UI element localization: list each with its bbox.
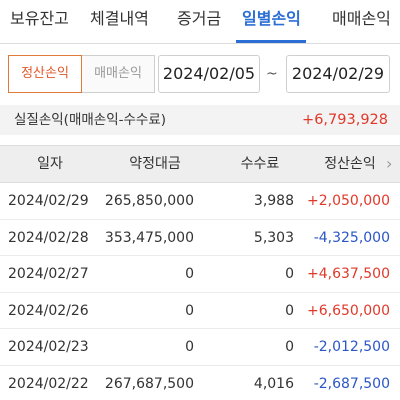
cell-pl: -2,012,500 — [313, 339, 390, 355]
chevron-right-icon[interactable]: › — [386, 154, 393, 173]
table-row[interactable]: 2024/02/27 0 0 +4,637,500 — [0, 256, 400, 293]
cell-fee: 0 — [285, 339, 294, 355]
tab-daily-pl[interactable]: 일별손익 — [242, 9, 301, 28]
cell-fee: 0 — [285, 302, 294, 319]
tab-margin[interactable]: 증거금 — [177, 9, 222, 28]
table-row[interactable]: 2024/02/22 267,687,500 4,016 -2,687,500 — [0, 366, 400, 400]
cell-fee: 5,303 — [253, 229, 294, 246]
cell-date: 2024/02/26 — [8, 302, 89, 319]
tab-executions[interactable]: 체결내역 — [90, 9, 149, 28]
cell-amount: 267,687,500 — [104, 375, 194, 392]
cell-date: 2024/02/23 — [8, 339, 89, 355]
cell-fee: 0 — [285, 266, 294, 282]
table-row[interactable]: 2024/02/23 0 0 -2,012,500 — [0, 329, 400, 366]
summary-value: +6,793,928 — [302, 112, 388, 128]
table-row[interactable]: 2024/02/28 353,475,000 5,303 -4,325,000 — [0, 220, 400, 256]
cell-amount: 0 — [185, 266, 194, 282]
summary-label: 실질손익(매매손익-수수료) — [14, 112, 167, 128]
cell-pl: -4,325,000 — [313, 229, 390, 246]
table-row[interactable]: 2024/02/29 265,850,000 3,988 +2,050,000 — [0, 183, 400, 220]
header-date: 일자 — [37, 156, 63, 172]
date-separator: ~ — [266, 66, 278, 82]
end-date-field[interactable]: 2024/02/29 — [286, 55, 390, 93]
cell-pl: +2,050,000 — [307, 193, 390, 209]
tab-trading-pl[interactable]: 매매손익 — [332, 9, 391, 28]
cell-amount: 265,850,000 — [104, 193, 194, 209]
tab-holdings[interactable]: 보유잔고 — [10, 9, 69, 28]
header-contract-amount: 약정대금 — [129, 156, 181, 172]
cell-fee: 3,988 — [253, 193, 294, 209]
cell-date: 2024/02/28 — [8, 229, 89, 246]
cell-date: 2024/02/22 — [8, 375, 89, 392]
cell-pl: +4,637,500 — [307, 266, 390, 282]
table-header: 일자 약정대금 수수료 정산손익 › — [0, 145, 400, 183]
summary-bar: 실질손익(매매손익-수수료) +6,793,928 — [0, 105, 400, 135]
segment-trading-pl[interactable]: 매매손익 — [81, 55, 155, 93]
cell-amount: 353,475,000 — [104, 229, 194, 246]
active-tab-indicator — [236, 40, 306, 43]
header-fee: 수수료 — [240, 156, 280, 172]
tab-bar: 보유잔고 체결내역 증거금 일별손익 매매손익 — [0, 0, 400, 44]
cell-fee: 4,016 — [253, 375, 294, 392]
cell-pl: -2,687,500 — [313, 375, 390, 392]
filter-bar: 정산손익 매매손익 2024/02/05 ~ 2024/02/29 — [0, 55, 400, 95]
cell-amount: 0 — [185, 339, 194, 355]
header-settlement-pl: 정산손익 — [324, 156, 376, 172]
cell-amount: 0 — [185, 302, 194, 319]
table-row[interactable]: 2024/02/26 0 0 +6,650,000 — [0, 293, 400, 329]
cell-pl: +6,650,000 — [307, 302, 390, 319]
cell-date: 2024/02/29 — [8, 193, 89, 209]
cell-date: 2024/02/27 — [8, 266, 89, 282]
segment-settlement-pl[interactable]: 정산손익 — [8, 55, 82, 93]
start-date-field[interactable]: 2024/02/05 — [158, 55, 260, 93]
table-body: 2024/02/29 265,850,000 3,988 +2,050,000 … — [0, 183, 400, 400]
